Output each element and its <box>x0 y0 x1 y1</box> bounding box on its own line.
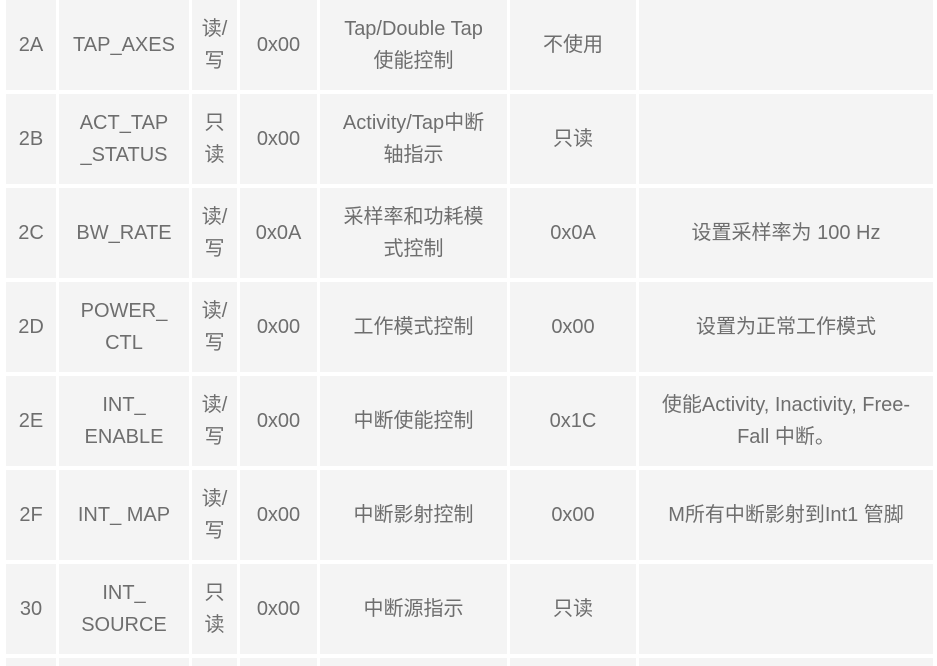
cell-set-value: 0x0A <box>510 188 636 278</box>
cell-register-name: INT_ ENABLE <box>59 376 189 466</box>
cell-set-value: 只读 <box>510 564 636 654</box>
cell-access: 读/ 写 <box>192 282 237 372</box>
cell-register-address: 30 <box>6 564 56 654</box>
cell-default-value: 0x00 <box>240 0 317 90</box>
cell-set-value: 0x00 <box>510 282 636 372</box>
cell-register-address: 2B <box>6 94 56 184</box>
cell-note <box>639 0 933 90</box>
register-table: 2A TAP_AXES 读/ 写 0x00 Tap/Double Tap 使能控… <box>3 0 936 666</box>
cell-register-address: 2C <box>6 188 56 278</box>
cell-access: 读/ 写 <box>192 376 237 466</box>
cell-access: 读/ 写 <box>192 188 237 278</box>
cell-note <box>639 564 933 654</box>
cell-register-name: TAP_AXES <box>59 0 189 90</box>
cell-access <box>192 658 237 666</box>
cell-default-value: 0x00 <box>240 282 317 372</box>
cell-access: 只 读 <box>192 94 237 184</box>
cell-register-name <box>59 658 189 666</box>
cell-register-name: ACT_TAP _STATUS <box>59 94 189 184</box>
table-row: 2E INT_ ENABLE 读/ 写 0x00 中断使能控制 0x1C 使能A… <box>6 376 933 466</box>
cell-register-address: 2A <box>6 0 56 90</box>
cell-register-name: POWER_ CTL <box>59 282 189 372</box>
table-row: 2F INT_ MAP 读/ 写 0x00 中断影射控制 0x00 M所有中断影… <box>6 470 933 560</box>
cell-register-address: 2D <box>6 282 56 372</box>
cell-default-value: 0x00 <box>240 94 317 184</box>
cell-default-value <box>240 658 317 666</box>
cell-note: M所有中断影射到Int1 管脚 <box>639 470 933 560</box>
table-row: 2B ACT_TAP _STATUS 只 读 0x00 Activity/Tap… <box>6 94 933 184</box>
table-row <box>6 658 933 666</box>
cell-default-value: 0x00 <box>240 376 317 466</box>
cell-register-address <box>6 658 56 666</box>
cell-description: Tap/Double Tap 使能控制 <box>320 0 507 90</box>
cell-note <box>639 658 933 666</box>
cell-default-value: 0x00 <box>240 564 317 654</box>
table-row: 2D POWER_ CTL 读/ 写 0x00 工作模式控制 0x00 设置为正… <box>6 282 933 372</box>
cell-description: 中断使能控制 <box>320 376 507 466</box>
cell-description: 中断影射控制 <box>320 470 507 560</box>
cell-register-address: 2F <box>6 470 56 560</box>
cell-description <box>320 658 507 666</box>
cell-register-name: BW_RATE <box>59 188 189 278</box>
cell-note: 使能Activity, Inactivity, Free- Fall 中断。 <box>639 376 933 466</box>
cell-register-name: INT_ SOURCE <box>59 564 189 654</box>
cell-access: 读/ 写 <box>192 470 237 560</box>
cell-set-value: 0x1C <box>510 376 636 466</box>
cell-default-value: 0x0A <box>240 188 317 278</box>
cell-register-name: INT_ MAP <box>59 470 189 560</box>
table-row: 2C BW_RATE 读/ 写 0x0A 采样率和功耗模 式控制 0x0A 设置… <box>6 188 933 278</box>
cell-note <box>639 94 933 184</box>
cell-note: 设置为正常工作模式 <box>639 282 933 372</box>
cell-description: Activity/Tap中断 轴指示 <box>320 94 507 184</box>
cell-register-address: 2E <box>6 376 56 466</box>
cell-description: 采样率和功耗模 式控制 <box>320 188 507 278</box>
cell-set-value: 只读 <box>510 94 636 184</box>
cell-default-value: 0x00 <box>240 470 317 560</box>
table-row: 30 INT_ SOURCE 只 读 0x00 中断源指示 只读 <box>6 564 933 654</box>
cell-set-value <box>510 658 636 666</box>
cell-set-value: 0x00 <box>510 470 636 560</box>
cell-note: 设置采样率为 100 Hz <box>639 188 933 278</box>
cell-set-value: 不使用 <box>510 0 636 90</box>
cell-description: 工作模式控制 <box>320 282 507 372</box>
table-row: 2A TAP_AXES 读/ 写 0x00 Tap/Double Tap 使能控… <box>6 0 933 90</box>
cell-access: 只 读 <box>192 564 237 654</box>
cell-description: 中断源指示 <box>320 564 507 654</box>
cell-access: 读/ 写 <box>192 0 237 90</box>
